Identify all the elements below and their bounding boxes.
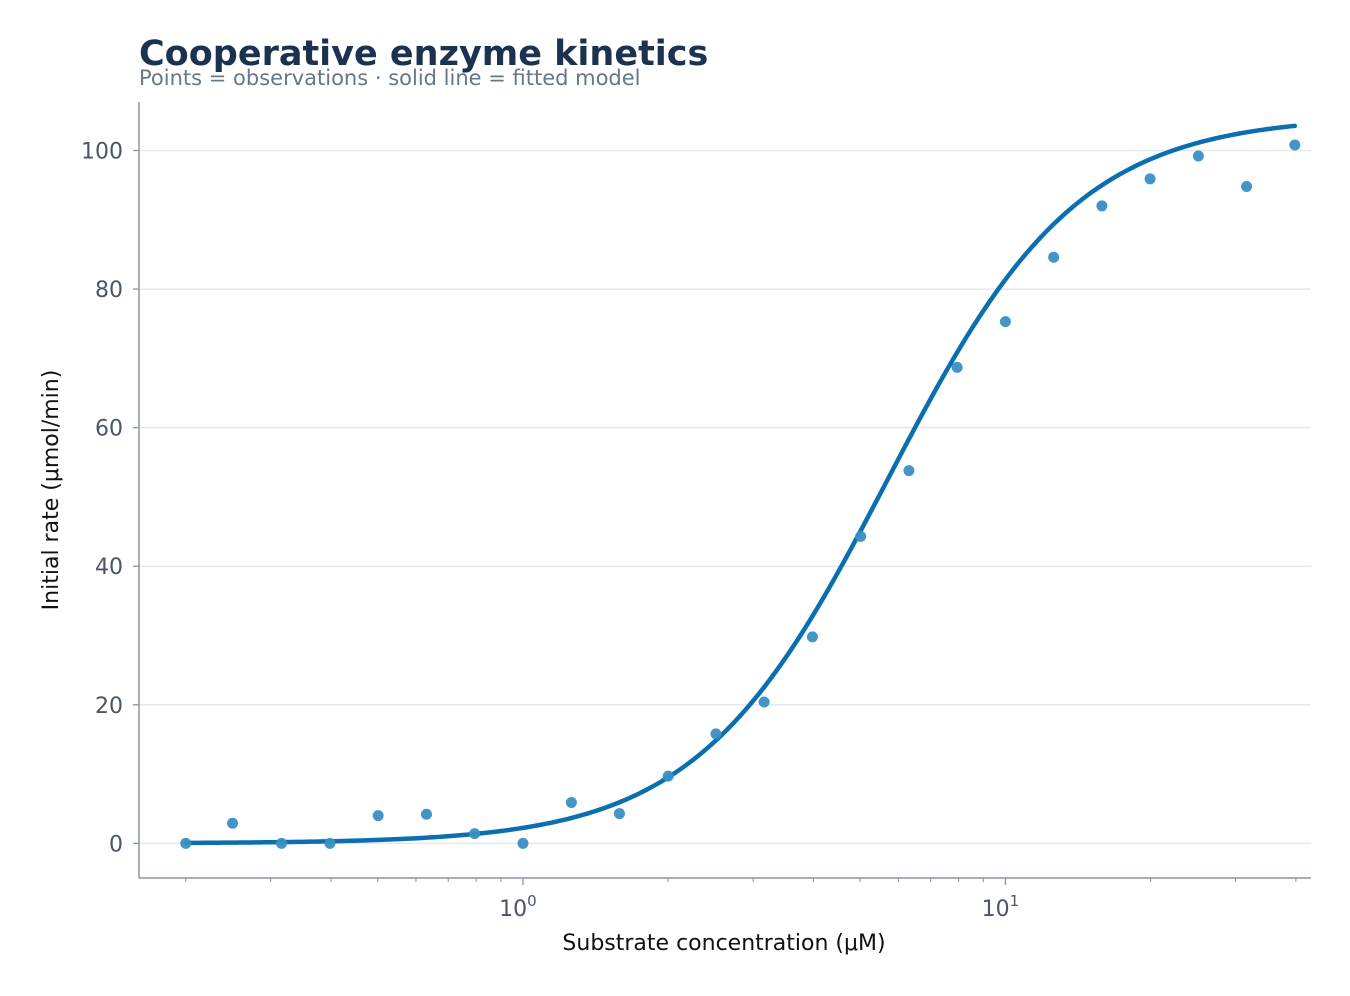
observation-point <box>276 837 288 849</box>
observation-point <box>806 631 818 643</box>
line-layer <box>183 123 1298 846</box>
observation-point <box>565 796 577 808</box>
observation-point <box>710 728 722 740</box>
observation-point <box>469 828 481 840</box>
observation-point <box>1192 150 1204 162</box>
chart-subtitle: Points = observations · solid line = fit… <box>139 66 641 90</box>
observation-point <box>1241 181 1253 193</box>
observation-point <box>372 810 384 822</box>
observation-point <box>1096 200 1108 212</box>
y-tick-label: 60 <box>95 417 123 442</box>
observation-point <box>999 316 1011 328</box>
observation-point <box>1144 173 1156 185</box>
y-tick-label: 20 <box>95 694 123 719</box>
y-axis-label: Initial rate (μmol/min) <box>39 370 64 611</box>
observation-point <box>903 465 915 477</box>
y-tick-label: 40 <box>95 555 123 580</box>
observation-point <box>758 696 770 708</box>
observation-point <box>951 361 963 373</box>
point-layer <box>180 139 1301 849</box>
observation-point <box>420 808 432 820</box>
observation-point <box>855 530 867 542</box>
observation-point <box>1048 251 1060 263</box>
y-tick-label: 80 <box>95 278 123 303</box>
x-tick-label: 101 <box>982 892 1020 922</box>
observation-point <box>613 808 625 820</box>
axis-layer: 0 20 40 60 80 100 100 101 <box>81 102 1311 922</box>
observation-point <box>180 837 192 849</box>
fitted-model-line <box>183 123 1298 846</box>
observation-point <box>517 837 529 849</box>
x-tick-label: 100 <box>499 892 537 922</box>
observation-point <box>662 770 674 782</box>
y-tick-label: 0 <box>109 832 123 857</box>
observation-point <box>1289 139 1301 151</box>
y-tick-label: 100 <box>81 140 123 165</box>
observation-point <box>227 817 239 829</box>
observation-point <box>324 837 336 849</box>
grid-layer <box>139 149 1311 845</box>
x-axis-label: Substrate concentration (μM) <box>562 931 885 956</box>
chart-title: Cooperative enzyme kinetics <box>139 34 709 74</box>
